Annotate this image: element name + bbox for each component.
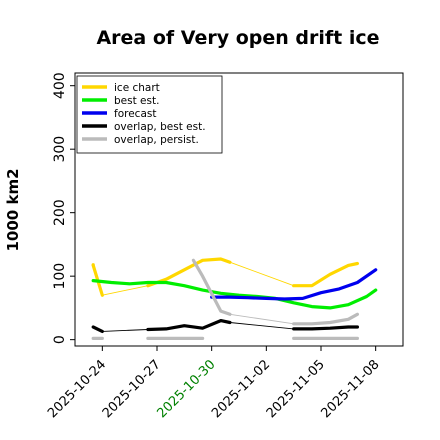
series-2 <box>210 268 378 301</box>
y-tick-label: 300 <box>52 136 68 163</box>
x-tick-label: 2025-11-08 <box>318 357 382 421</box>
series-1-segment-0 <box>91 279 378 310</box>
y-tick-label: 200 <box>52 199 68 226</box>
y-tick-label: 100 <box>52 263 68 290</box>
series-4-segment-4 <box>292 312 359 326</box>
series-3-segment-2 <box>146 319 232 332</box>
legend-label: ice chart <box>114 82 160 94</box>
series-1 <box>91 279 378 310</box>
series-3-segment-4 <box>292 325 359 331</box>
legend-label: best est. <box>114 95 159 107</box>
series-4 <box>91 258 359 340</box>
series-group <box>91 257 378 340</box>
y-tick-label: 0 <box>52 335 68 344</box>
legend-label: overlap, best est. <box>114 121 206 133</box>
series-0-segment-4 <box>229 261 295 287</box>
y-tick-label: 400 <box>52 72 68 99</box>
series-4-segment-3 <box>229 313 295 325</box>
legend-label: forecast <box>114 108 156 120</box>
series-3-segment-3 <box>229 322 295 330</box>
series-3 <box>91 319 359 333</box>
series-0-segment-2 <box>101 285 149 296</box>
series-4-segment-2 <box>191 258 232 316</box>
plot-frame <box>74 72 404 347</box>
legend-label: overlap, persist. <box>114 134 199 146</box>
y-axis-label: 1000 km2 <box>4 168 22 251</box>
series-0-segment-5 <box>292 261 359 288</box>
series-3-segment-1 <box>101 329 149 332</box>
series-2-segment-0 <box>210 268 378 301</box>
chart-title: Area of Very open drift ice <box>96 27 379 49</box>
series-0-segment-3 <box>146 257 232 288</box>
series-3-segment-0 <box>91 325 104 333</box>
